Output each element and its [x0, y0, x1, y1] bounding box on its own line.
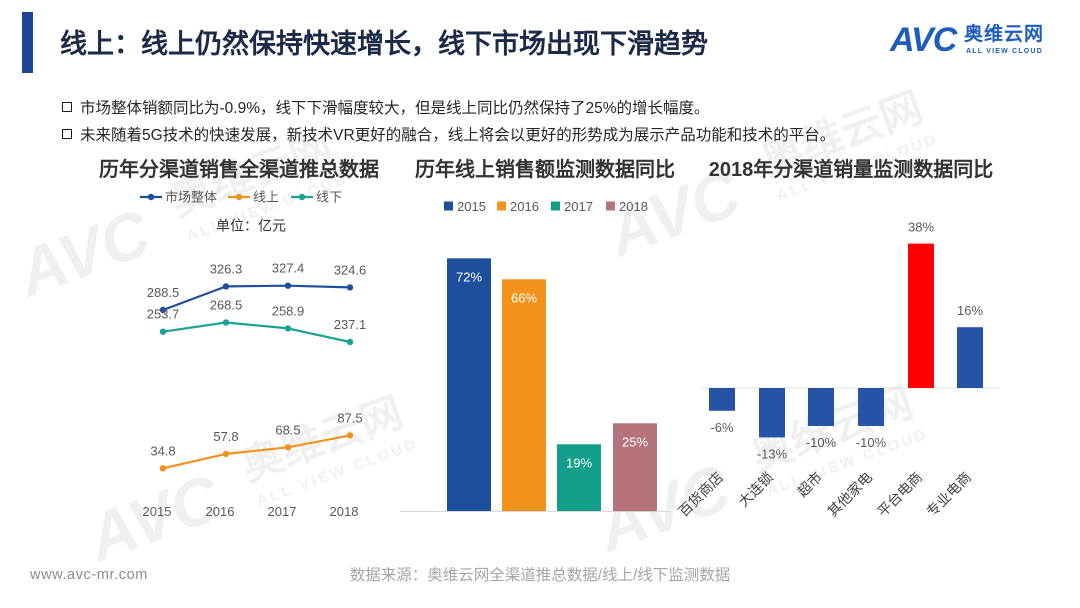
legend-label-offline: 线下 — [316, 190, 342, 205]
logo-mark: AVC — [890, 21, 957, 59]
category-label: 平台电商 — [874, 469, 925, 520]
bar — [709, 388, 735, 411]
legend-label-online: 线上 — [253, 190, 279, 205]
bar — [759, 388, 785, 438]
bar-value-label: 38% — [908, 220, 934, 235]
bar-value-label: 19% — [566, 455, 592, 470]
line-online — [162, 434, 351, 470]
bar — [908, 243, 934, 388]
bar — [447, 258, 491, 511]
category-label: 其他家电 — [824, 469, 875, 520]
value-label-online: 57.8 — [213, 429, 238, 444]
bullet-item: 未来随着5G技术的快速发展，新技术VR更好的融合，线上将会以更好的形势成为展示产… — [62, 124, 835, 144]
value-label-online: 34.8 — [150, 443, 175, 458]
bullet-item: 市场整体销额同比为-0.9%，线下下滑幅度较大，但是线上同比仍然保持了25%的增… — [62, 97, 710, 117]
category-label: 超市 — [794, 469, 825, 500]
bar — [858, 388, 884, 426]
value-label-market-total: 326.3 — [210, 261, 243, 276]
value-label-market-total: 327.4 — [272, 261, 305, 276]
value-label-offline: 268.5 — [210, 298, 243, 313]
bar — [808, 388, 834, 426]
point-market-total — [346, 284, 354, 291]
chart-title-channel-volume-yoy: 2018年分渠道销量监测数据同比 — [708, 159, 994, 181]
point-online — [284, 444, 292, 451]
bar-value-label: 66% — [511, 290, 537, 305]
value-label-market-total: 288.5 — [147, 285, 180, 300]
line-chart-channel-sales: 288.5 326.3 327.4 324.6 市场整体 34.8 57.8 68.5 87.5… — [140, 190, 367, 519]
bar — [613, 423, 657, 512]
legend-swatch — [497, 201, 506, 211]
point-market-total — [284, 282, 292, 289]
value-label-offline: 253.7 — [147, 307, 180, 322]
value-label-market-total: 324.6 — [334, 262, 367, 277]
hollow-square-icon — [62, 129, 72, 139]
hollow-square-icon — [62, 102, 72, 112]
legend-swatch — [551, 201, 560, 211]
legend-label: 2016 — [510, 199, 539, 214]
bullet-text: 市场整体销额同比为-0.9%，线下下滑幅度较大，但是线上同比仍然保持了25%的增… — [80, 100, 710, 117]
bar-value-label: -10% — [856, 435, 887, 450]
point-offline — [222, 319, 230, 326]
logo-cn: 奥维云网 — [964, 24, 1045, 45]
line-market-total — [162, 284, 351, 312]
bar — [557, 444, 601, 511]
value-label-online: 68.5 — [275, 422, 300, 437]
legend-label: 2015 — [457, 199, 486, 214]
footer-source: 数据来源：奥维云网全渠道推总数据/线上/线下监测数据 — [349, 567, 731, 584]
category-label: 百货商店 — [675, 469, 726, 520]
category-label: 专业电商 — [923, 469, 974, 520]
bar-value-label: -6% — [710, 420, 734, 435]
point-offline — [159, 328, 167, 335]
value-label-online: 87.5 — [337, 410, 362, 425]
point-market-total — [222, 283, 230, 290]
point-online — [222, 450, 230, 458]
category-label: 大连锁 — [735, 469, 776, 510]
bar-value-label: -13% — [757, 446, 788, 461]
legend-label-market-total: 市场整体 — [165, 190, 217, 205]
legend-label: 2018 — [619, 199, 648, 214]
bar-chart-channel-volume-yoy: -6% 百货商店 -13% 大连锁 -10% 超市 -10% 其他家电 38% 平台电商 16% 专业… — [675, 220, 1000, 520]
bar — [502, 279, 546, 511]
point-market-total — [159, 306, 167, 314]
line-offline — [162, 321, 351, 344]
title-accent-bar — [22, 12, 33, 73]
value-label-offline: 237.1 — [334, 317, 367, 332]
bar-chart-online-yoy: 72% 2015 66% 2016 19% 2017 25% 2018 — [400, 199, 670, 512]
footer-website: www.avc-mr.com — [30, 567, 148, 583]
legend-swatch — [606, 201, 615, 211]
legend-label: 2017 — [564, 199, 593, 214]
bullet-text: 未来随着5G技术的快速发展，新技术VR更好的融合，线上将会以更好的形势成为展示产… — [80, 127, 836, 144]
legend-marker-market-total — [147, 193, 155, 201]
bar-value-label: -10% — [806, 435, 837, 450]
bar-value-label: 25% — [622, 434, 648, 449]
legend-marker-online — [235, 193, 243, 201]
x-tick-label: 2018 — [330, 504, 359, 519]
logo: AVC 奥维云网 ALL VIEW CLOUD — [890, 22, 1055, 58]
point-online — [346, 432, 354, 439]
chart-title-channel-sales: 历年分渠道销售全渠道推总数据 — [99, 159, 379, 181]
bar-value-label: 16% — [957, 303, 983, 318]
bar — [957, 327, 983, 388]
legend-swatch — [444, 201, 453, 211]
page-title: 线上：线上仍然保持快速增长，线下市场出现下滑趋势 — [60, 29, 708, 59]
x-tick-label: 2016 — [206, 504, 235, 519]
x-tick-label: 2015 — [143, 504, 172, 519]
point-offline — [284, 325, 292, 332]
bar-value-label: 72% — [456, 269, 482, 284]
legend-marker-offline — [298, 193, 306, 201]
logo-en: ALL VIEW CLOUD — [966, 48, 1043, 55]
x-tick-label: 2017 — [268, 504, 297, 519]
point-online — [159, 465, 167, 472]
point-offline — [346, 338, 354, 346]
value-label-offline: 258.9 — [272, 303, 305, 318]
chart-title-online-yoy: 历年线上销售额监测数据同比 — [415, 159, 675, 181]
unit-label: 单位：亿元 — [216, 218, 286, 234]
